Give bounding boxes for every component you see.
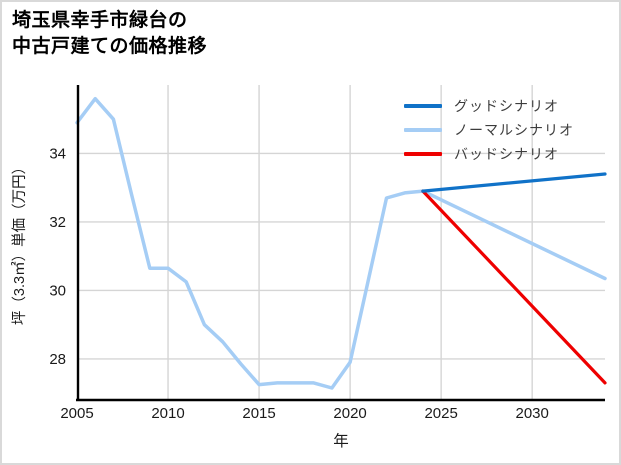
- y-tick-label: 30: [49, 282, 66, 299]
- series-line-グッドシナリオ: [421, 172, 607, 193]
- series-line-ノーマルシナリオ: [75, 96, 607, 390]
- axis-labels: 年 坪（3.3㎡）単価（万円）: [11, 160, 349, 450]
- x-axis-label: 年: [333, 432, 349, 450]
- legend-label-normal: ノーマルシナリオ: [454, 122, 574, 138]
- legend-item-good: グッドシナリオ: [404, 94, 574, 118]
- chart-title-line2: 中古戸建ての価格推移: [12, 36, 208, 58]
- legend-label-good: グッドシナリオ: [454, 98, 559, 114]
- chart-title: 埼玉県幸手市緑台の 中古戸建ての価格推移: [12, 8, 207, 60]
- chart-legend: グッドシナリオ ノーマルシナリオ バッドシナリオ: [404, 94, 574, 166]
- x-tick-label: 2025: [424, 405, 457, 422]
- y-tick-label: 34: [49, 145, 66, 162]
- normal-scenario-line-swatch: [404, 128, 442, 132]
- bad-scenario-line-swatch: [404, 152, 442, 156]
- x-tick-label: 2015: [242, 405, 275, 422]
- x-tick-label: 2020: [333, 405, 366, 422]
- legend-item-normal: ノーマルシナリオ: [404, 118, 574, 142]
- x-tick-label: 2010: [151, 405, 184, 422]
- legend-item-bad: バッドシナリオ: [404, 142, 574, 166]
- chart-title-line1: 埼玉県幸手市緑台の: [12, 10, 188, 31]
- series-line-バッドシナリオ: [421, 189, 607, 385]
- y-tick-label: 32: [49, 214, 66, 231]
- y-axis-label: 坪（3.3㎡）単価（万円）: [11, 160, 28, 325]
- good-scenario-line-swatch: [404, 104, 442, 108]
- axis-spines: [76, 85, 605, 402]
- x-tick-label: 2030: [515, 405, 548, 422]
- y-tick-label: 28: [49, 351, 66, 368]
- legend-label-bad: バッドシナリオ: [454, 146, 559, 162]
- chart-series: [75, 96, 607, 390]
- tick-labels: 2005 2010 2015 2020 2025 2030 28 30 32 34: [49, 145, 549, 422]
- x-tick-label: 2005: [60, 405, 93, 422]
